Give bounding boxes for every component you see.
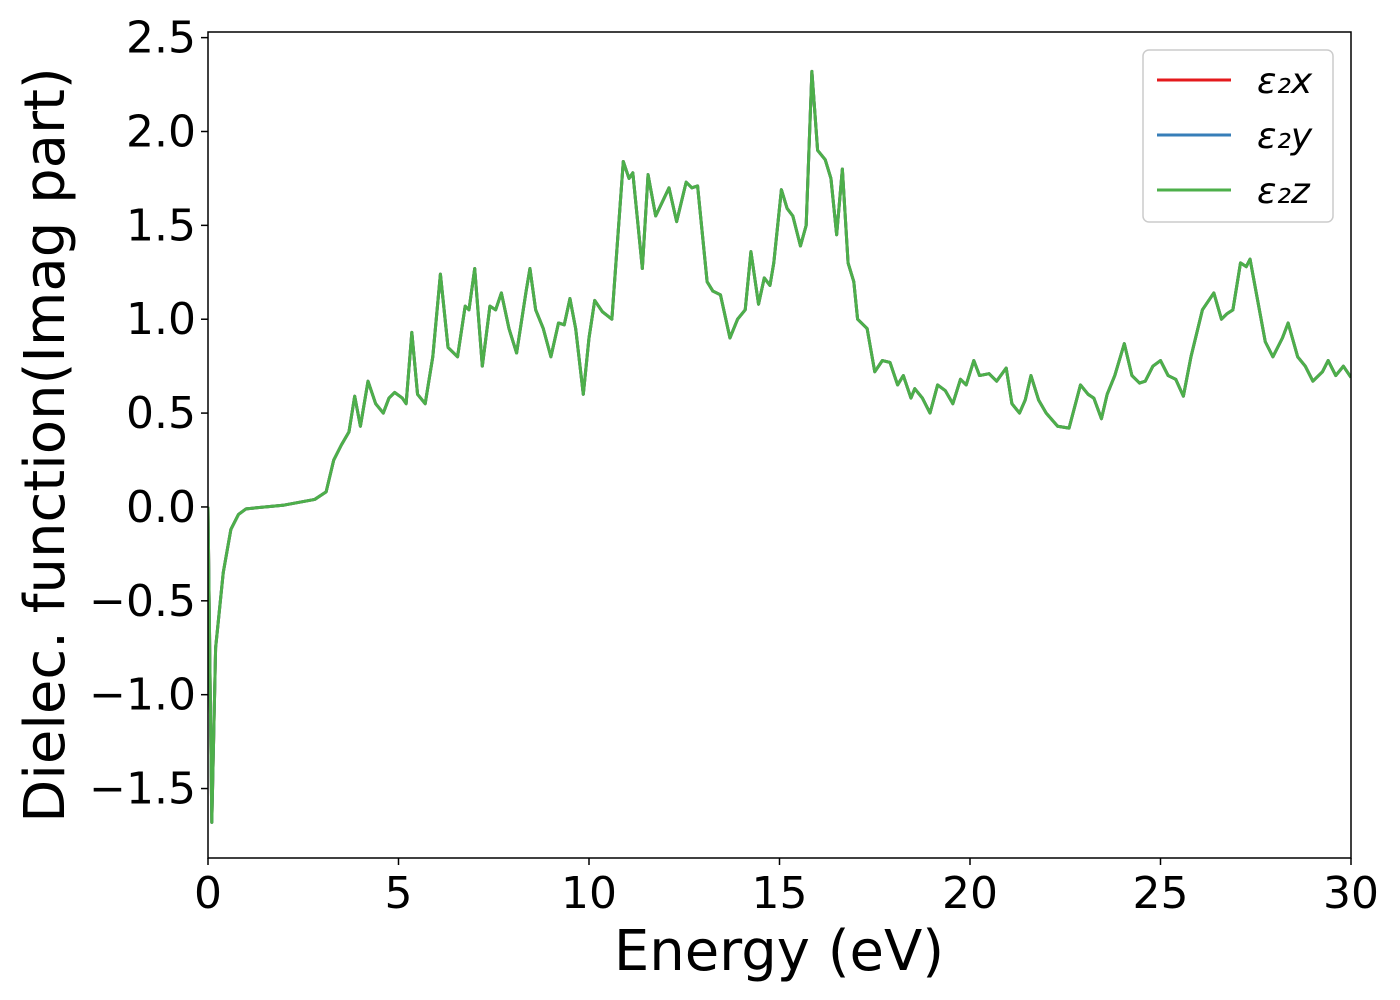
series-line xyxy=(208,69,1351,824)
y-tick-label: −1.0 xyxy=(89,670,196,721)
x-tick-label: 10 xyxy=(561,868,617,919)
y-tick-label: 2.5 xyxy=(126,13,196,64)
legend-label: ε₂z xyxy=(1257,171,1311,212)
x-tick-label: 15 xyxy=(752,868,808,919)
y-tick-label: 2.0 xyxy=(126,106,196,157)
legend-label: ε₂x xyxy=(1257,61,1313,102)
legend-label: ε₂y xyxy=(1257,116,1313,157)
legend-box xyxy=(1142,49,1334,223)
x-axis-label: Energy (eV) xyxy=(614,919,944,984)
y-tick-label: −1.5 xyxy=(89,764,196,815)
y-axis-label: Dielec. function(Imag part) xyxy=(13,67,78,823)
x-tick-label: 0 xyxy=(194,868,222,919)
x-tick-label: 20 xyxy=(942,868,998,919)
plot-frame xyxy=(207,31,1352,859)
x-tick-label: 25 xyxy=(1133,868,1189,919)
x-tick-label: 5 xyxy=(385,868,413,919)
y-tick-label: 1.0 xyxy=(126,294,196,345)
y-tick-label: 1.5 xyxy=(126,200,196,251)
y-tick-label: 0.5 xyxy=(126,388,196,439)
y-tick-label: −0.5 xyxy=(89,576,196,627)
x-tick-label: 30 xyxy=(1323,868,1379,919)
y-tick-label: 0.0 xyxy=(126,482,196,533)
